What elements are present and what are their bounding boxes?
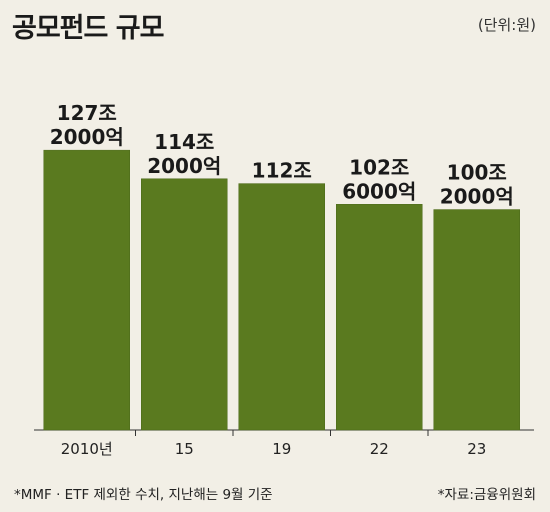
footnote: *MMF · ETF 제외한 수치, 지난해는 9월 기준 xyxy=(14,487,273,503)
x-tick-label-4: 23 xyxy=(467,440,486,458)
data-label-1-0: 114조 xyxy=(154,130,214,154)
bar-chart: 127조2000억2010년114조2000억15112조19102조6000억… xyxy=(34,101,534,458)
data-label-3-0: 102조 xyxy=(349,155,409,179)
data-label-0-0: 127조 xyxy=(57,101,117,125)
x-tick-label-0: 2010년 xyxy=(61,440,113,458)
chart-title: 공모펀드 규모 xyxy=(12,13,164,44)
x-tick-label-3: 22 xyxy=(370,440,389,458)
bar-3 xyxy=(336,204,423,431)
unit-label: (단위:원) xyxy=(477,16,536,34)
data-label-4-1: 2000억 xyxy=(440,185,514,209)
data-label-2-0: 112조 xyxy=(252,159,312,183)
bar-0 xyxy=(43,149,130,431)
bar-1 xyxy=(141,178,228,431)
bar-2 xyxy=(238,183,325,431)
data-label-4-0: 100조 xyxy=(447,161,507,185)
x-tick-label-2: 19 xyxy=(272,440,291,458)
data-label-3-1: 6000억 xyxy=(342,179,416,203)
data-label-0-1: 2000억 xyxy=(50,125,124,149)
source-note: *자료:금융위원회 xyxy=(437,487,536,503)
bar-4 xyxy=(433,209,520,431)
data-label-1-1: 2000억 xyxy=(147,154,221,178)
x-tick-label-1: 15 xyxy=(175,440,194,458)
